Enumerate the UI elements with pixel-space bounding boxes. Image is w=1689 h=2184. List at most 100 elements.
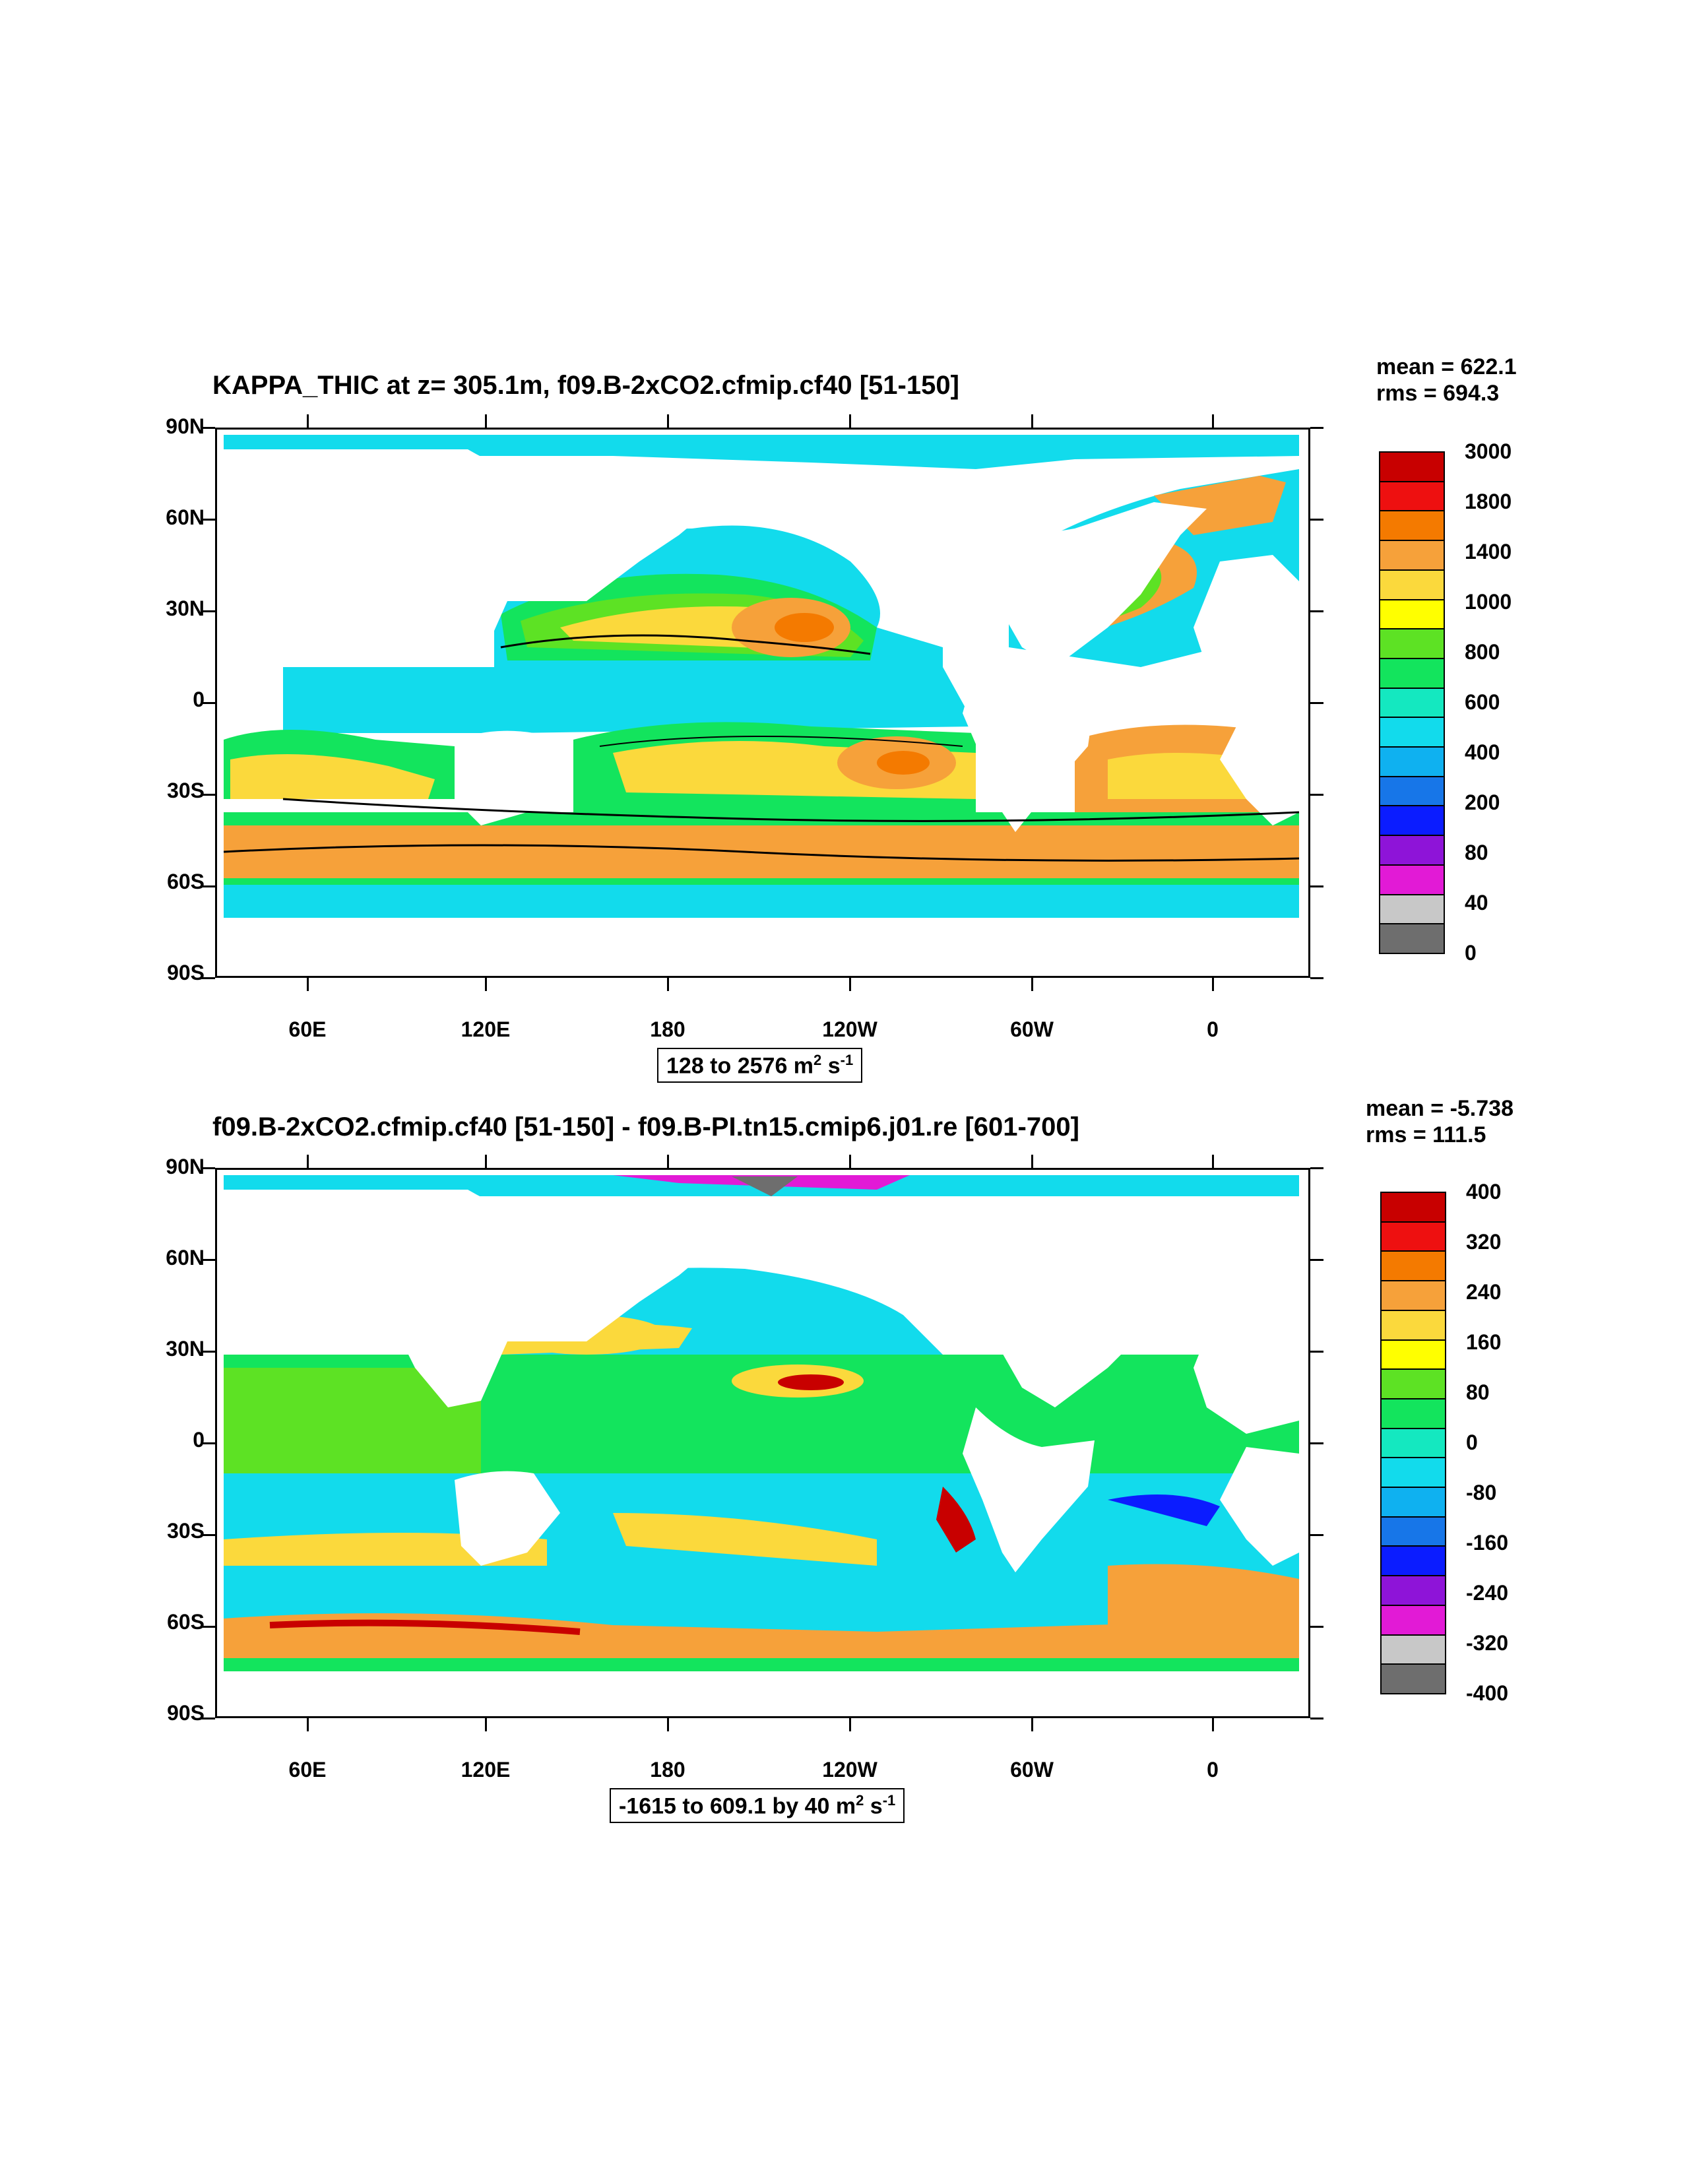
colorbar-swatch	[1379, 746, 1445, 777]
axis-tick	[202, 1350, 215, 1353]
colorbar-label: -400	[1466, 1681, 1509, 1705]
axis-tick	[484, 978, 487, 991]
axis-tick	[1310, 701, 1323, 704]
axis-tick	[484, 1155, 487, 1168]
lat-label-eq-2: 0	[193, 1428, 205, 1452]
axis-tick	[306, 1718, 309, 1731]
colorbar-swatch	[1380, 1457, 1446, 1489]
axis-tick	[848, 978, 851, 991]
colorbar-swatch	[1379, 687, 1445, 719]
colorbar-swatch	[1380, 1280, 1446, 1311]
colorbar-swatch	[1379, 510, 1445, 542]
panel-2-stats: mean = -5.738 rms = 111.5	[1366, 1095, 1514, 1148]
lat-label-60n-2: 60N	[166, 1246, 205, 1269]
axis-tick	[1310, 518, 1323, 521]
colorbar-swatch	[1380, 1516, 1446, 1547]
colorbar-label: 400	[1465, 740, 1500, 764]
axis-tick	[202, 1717, 215, 1719]
panel-1-range-text: 128 to 2576 m	[666, 1053, 814, 1079]
colorbar-label: 1400	[1465, 540, 1512, 563]
colorbar-swatch	[1380, 1397, 1446, 1429]
colorbar-swatch	[1380, 1634, 1446, 1665]
lat-label-60s-2: 60S	[167, 1610, 205, 1634]
axis-tick	[1211, 1155, 1214, 1168]
colorbar-swatch	[1380, 1309, 1446, 1341]
colorbar-label: 80	[1466, 1380, 1490, 1404]
colorbar-label: -240	[1466, 1581, 1509, 1605]
colorbar-swatch	[1379, 628, 1445, 659]
panel-1-title: KAPPA_THIC at z= 305.1m, f09.B-2xCO2.cfm…	[212, 371, 959, 400]
lon-label-60w-2: 60W	[1010, 1758, 1054, 1782]
panel-1-range-sup2: -1	[840, 1052, 854, 1068]
colorbar-swatch	[1380, 1368, 1446, 1399]
axis-tick	[202, 1625, 215, 1628]
lon-label-60e: 60E	[288, 1017, 327, 1041]
axis-tick	[202, 1442, 215, 1444]
colorbar-label: 600	[1465, 690, 1500, 714]
lon-label-120e-2: 120E	[461, 1758, 511, 1782]
axis-tick	[1310, 977, 1323, 979]
lon-label-180: 180	[650, 1017, 685, 1041]
axis-tick	[1310, 610, 1323, 612]
colorbar-label: 0	[1465, 941, 1477, 965]
colorbar-label: 1800	[1465, 490, 1512, 513]
axis-tick	[1211, 978, 1214, 991]
axis-tick	[666, 1718, 669, 1731]
axis-tick	[848, 1718, 851, 1731]
lat-label-30s-2: 30S	[167, 1519, 205, 1543]
colorbar-swatch	[1380, 1221, 1446, 1252]
axis-tick	[306, 414, 309, 428]
lat-label-90s: 90S	[167, 961, 205, 984]
lon-label-0-2: 0	[1207, 1758, 1219, 1782]
lon-label-0: 0	[1207, 1017, 1219, 1041]
axis-tick	[306, 1155, 309, 1168]
axis-tick	[1211, 414, 1214, 428]
colorbar-label: 0	[1466, 1430, 1478, 1454]
colorbar-panel-2	[1380, 1192, 1446, 1694]
panel-1: KAPPA_THIC at z= 305.1m, f09.B-2xCO2.cfm…	[0, 0, 1689, 660]
axis-tick	[202, 1167, 215, 1169]
axis-tick	[848, 414, 851, 428]
colorbar-label: 800	[1465, 640, 1500, 664]
axis-tick	[1310, 1442, 1323, 1444]
lat-label-eq: 0	[193, 688, 205, 711]
panel-2-range-text: -1615 to 609.1 by 40 m	[619, 1793, 856, 1819]
panel-2-rms: rms = 111.5	[1366, 1122, 1486, 1147]
colorbar-label: 320	[1466, 1230, 1502, 1254]
panel-2-range-sup2: -1	[882, 1792, 896, 1809]
axis-tick	[1031, 1718, 1033, 1731]
lat-label-60s: 60S	[167, 870, 205, 893]
axis-tick	[1310, 1258, 1323, 1261]
axis-tick	[306, 978, 309, 991]
lat-label-90n-2: 90N	[166, 1155, 205, 1178]
colorbar-swatch	[1380, 1250, 1446, 1282]
colorbar-swatch	[1379, 657, 1445, 689]
lat-label-30s: 30S	[167, 779, 205, 802]
colorbar-swatch	[1379, 775, 1445, 807]
axis-tick	[202, 793, 215, 796]
axis-tick	[1310, 1167, 1323, 1169]
colorbar-label: -320	[1466, 1631, 1509, 1655]
axis-tick	[1310, 1717, 1323, 1719]
panel-2-range-sup1: 2	[856, 1792, 864, 1809]
lon-label-120w: 120W	[822, 1017, 877, 1041]
colorbar-panel-1	[1379, 451, 1445, 954]
lon-label-180-2: 180	[650, 1758, 685, 1782]
axis-tick	[202, 518, 215, 521]
axis-tick	[202, 1258, 215, 1261]
panel-2-mean: mean = -5.738	[1366, 1096, 1514, 1121]
axis-tick	[202, 610, 215, 612]
colorbar-swatch	[1380, 1545, 1446, 1577]
colorbar-swatch	[1379, 805, 1445, 837]
axis-tick	[1310, 1533, 1323, 1536]
lon-label-120w-2: 120W	[822, 1758, 877, 1782]
lon-label-60e-2: 60E	[288, 1758, 327, 1782]
colorbar-swatch	[1380, 1192, 1446, 1223]
colorbar-swatch	[1379, 569, 1445, 600]
lon-label-120e: 120E	[461, 1017, 511, 1041]
colorbar-swatch	[1380, 1487, 1446, 1518]
colorbar-label: -160	[1466, 1531, 1509, 1555]
lat-label-90n: 90N	[166, 414, 205, 438]
axis-tick	[1031, 978, 1033, 991]
colorbar-label: 40	[1465, 891, 1488, 915]
